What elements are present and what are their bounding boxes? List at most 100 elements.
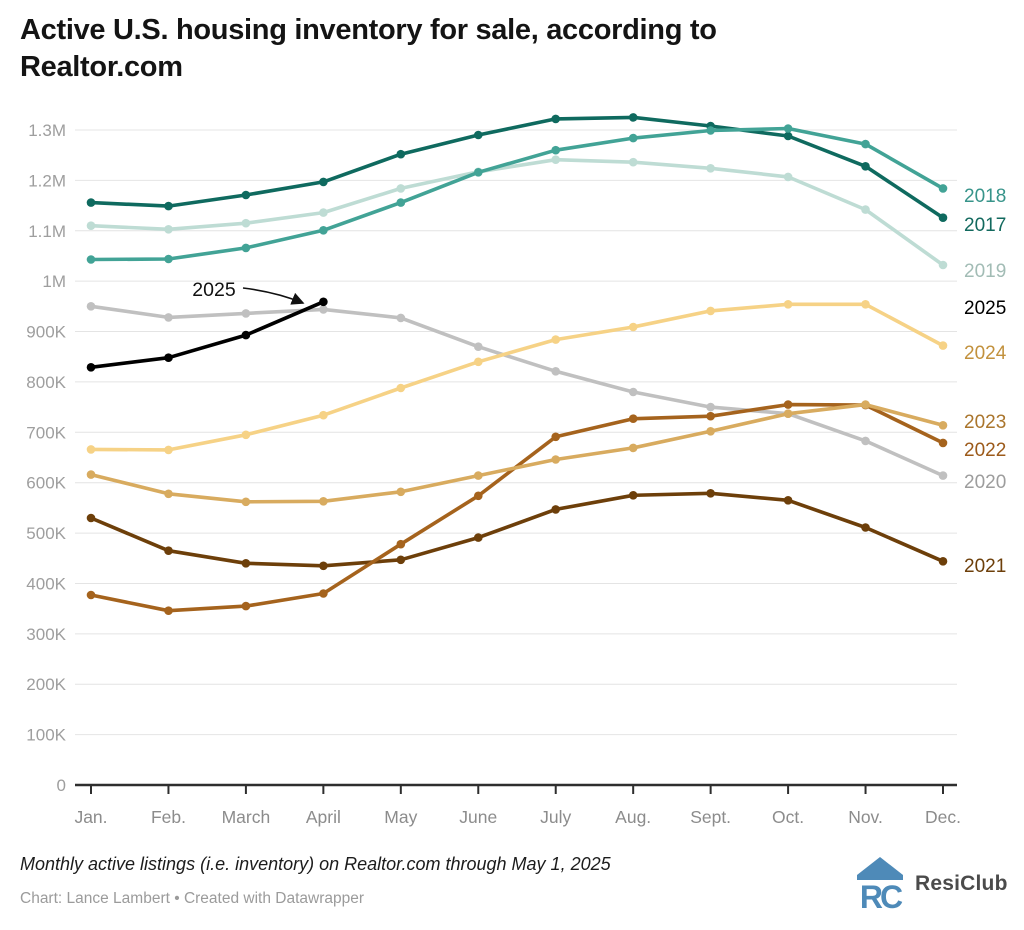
data-point-2021-Feb.[interactable] bbox=[164, 546, 173, 555]
data-point-2020-Sept.[interactable] bbox=[706, 402, 715, 412]
data-point-2017-July[interactable] bbox=[551, 114, 560, 124]
data-point-2018-Nov.[interactable] bbox=[861, 139, 870, 149]
data-point-2018-June[interactable] bbox=[474, 168, 483, 177]
data-point-2018-Oct.[interactable] bbox=[783, 124, 793, 133]
data-point-2018-Feb.[interactable] bbox=[164, 254, 173, 264]
series-line-2019[interactable] bbox=[89, 157, 945, 267]
data-point-2021-June[interactable] bbox=[474, 533, 483, 542]
data-point-2019-Nov.[interactable] bbox=[861, 205, 870, 214]
data-point-2023-Aug.[interactable] bbox=[628, 443, 638, 453]
series-line-2021[interactable] bbox=[89, 491, 945, 568]
data-point-2022-April[interactable] bbox=[319, 589, 328, 598]
data-point-2023-April[interactable] bbox=[319, 497, 328, 506]
data-point-2020-June[interactable] bbox=[474, 342, 483, 352]
data-point-2020-April[interactable] bbox=[319, 305, 328, 314]
data-point-2020-May[interactable] bbox=[396, 313, 406, 323]
data-point-2025-Feb.[interactable] bbox=[164, 353, 173, 363]
data-point-2022-Sept.[interactable] bbox=[706, 411, 715, 421]
data-point-2024-Nov.[interactable] bbox=[861, 300, 870, 309]
data-point-2019-Aug.[interactable] bbox=[628, 157, 638, 167]
data-point-2020-Jan.[interactable] bbox=[86, 302, 96, 311]
data-point-2023-June[interactable] bbox=[474, 471, 483, 480]
data-point-2022-July[interactable] bbox=[551, 432, 560, 442]
data-point-2017-Nov.[interactable] bbox=[861, 162, 870, 171]
data-point-2024-Feb.[interactable] bbox=[164, 445, 173, 455]
data-point-2020-March[interactable] bbox=[241, 309, 251, 318]
data-point-2024-Aug.[interactable] bbox=[628, 322, 638, 332]
data-point-2019-Dec.[interactable] bbox=[938, 260, 948, 270]
data-point-2018-July[interactable] bbox=[551, 145, 560, 155]
data-point-2021-Oct.[interactable] bbox=[783, 496, 793, 505]
data-point-2023-Jan.[interactable] bbox=[86, 470, 96, 479]
data-point-2019-Sept.[interactable] bbox=[706, 164, 715, 173]
data-point-2019-April[interactable] bbox=[319, 208, 328, 217]
data-point-2020-Aug.[interactable] bbox=[628, 387, 638, 397]
series-line-2025[interactable] bbox=[89, 300, 326, 370]
data-point-2019-May[interactable] bbox=[396, 184, 406, 193]
data-point-2020-Dec.[interactable] bbox=[938, 471, 948, 480]
data-point-2021-May[interactable] bbox=[396, 555, 406, 565]
data-point-2022-May[interactable] bbox=[396, 539, 406, 549]
data-point-2022-Feb.[interactable] bbox=[164, 606, 173, 615]
data-point-2018-April[interactable] bbox=[319, 226, 328, 235]
data-point-2017-June[interactable] bbox=[474, 130, 483, 140]
data-point-2024-Sept.[interactable] bbox=[706, 306, 715, 316]
series-line-2018[interactable] bbox=[89, 126, 945, 262]
data-point-2023-Dec.[interactable] bbox=[938, 421, 948, 430]
data-point-2024-June[interactable] bbox=[474, 357, 483, 367]
data-point-2020-Feb.[interactable] bbox=[164, 313, 173, 322]
data-point-2024-July[interactable] bbox=[551, 335, 560, 344]
series-line-2020[interactable] bbox=[89, 304, 945, 478]
data-point-2018-March[interactable] bbox=[241, 243, 251, 253]
data-point-2023-Nov.[interactable] bbox=[861, 400, 870, 409]
data-point-2023-Feb.[interactable] bbox=[164, 489, 173, 499]
series-line-2022[interactable] bbox=[89, 402, 945, 613]
data-point-2022-Oct.[interactable] bbox=[783, 400, 793, 409]
data-point-2021-Aug.[interactable] bbox=[628, 491, 638, 500]
data-point-2022-Dec.[interactable] bbox=[938, 438, 948, 448]
data-point-2021-Dec.[interactable] bbox=[938, 557, 948, 566]
data-point-2021-Nov.[interactable] bbox=[861, 523, 870, 532]
data-point-2025-Jan.[interactable] bbox=[86, 363, 96, 372]
data-point-2020-Nov.[interactable] bbox=[861, 436, 870, 446]
series-line-2023[interactable] bbox=[89, 402, 945, 504]
data-point-2017-Dec.[interactable] bbox=[938, 213, 948, 222]
data-point-2019-Jan.[interactable] bbox=[86, 221, 96, 230]
data-point-2025-March[interactable] bbox=[241, 330, 251, 340]
data-point-2024-Jan.[interactable] bbox=[86, 445, 96, 454]
data-point-2017-April[interactable] bbox=[319, 177, 328, 187]
data-point-2023-Oct.[interactable] bbox=[783, 409, 793, 419]
data-point-2018-May[interactable] bbox=[396, 198, 406, 207]
data-point-2023-March[interactable] bbox=[241, 497, 251, 507]
resiclub-logo[interactable]: RC ResiClub bbox=[853, 856, 1008, 912]
data-point-2018-Dec.[interactable] bbox=[938, 184, 948, 193]
data-point-2024-March[interactable] bbox=[241, 430, 251, 440]
data-point-2018-Aug.[interactable] bbox=[628, 133, 638, 143]
data-point-2022-Aug.[interactable] bbox=[628, 414, 638, 424]
data-point-2018-Jan.[interactable] bbox=[86, 255, 96, 264]
data-point-2017-Oct.[interactable] bbox=[783, 131, 793, 141]
data-point-2024-Dec.[interactable] bbox=[938, 341, 948, 350]
data-point-2021-Sept.[interactable] bbox=[706, 489, 715, 498]
data-point-2023-May[interactable] bbox=[396, 487, 406, 497]
data-point-2019-March[interactable] bbox=[241, 218, 251, 228]
data-point-2019-July[interactable] bbox=[551, 155, 560, 164]
data-point-2019-Feb.[interactable] bbox=[164, 225, 173, 234]
data-point-2021-July[interactable] bbox=[551, 505, 560, 514]
data-point-2021-April[interactable] bbox=[319, 561, 328, 571]
data-point-2021-March[interactable] bbox=[241, 559, 251, 568]
data-point-2022-March[interactable] bbox=[241, 601, 251, 611]
data-point-2017-Aug.[interactable] bbox=[628, 113, 638, 122]
data-point-2017-Jan.[interactable] bbox=[86, 198, 96, 207]
data-point-2018-Sept.[interactable] bbox=[706, 126, 715, 135]
data-point-2024-May[interactable] bbox=[396, 383, 406, 393]
data-point-2017-May[interactable] bbox=[396, 149, 406, 159]
data-point-2019-Oct.[interactable] bbox=[783, 172, 793, 182]
data-point-2017-March[interactable] bbox=[241, 190, 251, 200]
data-point-2024-Oct.[interactable] bbox=[783, 300, 793, 309]
series-line-2017[interactable] bbox=[89, 115, 945, 220]
data-point-2022-June[interactable] bbox=[474, 491, 483, 501]
data-point-2022-Jan.[interactable] bbox=[86, 590, 96, 600]
data-point-2020-July[interactable] bbox=[551, 367, 560, 376]
data-point-2017-Feb.[interactable] bbox=[164, 201, 173, 211]
